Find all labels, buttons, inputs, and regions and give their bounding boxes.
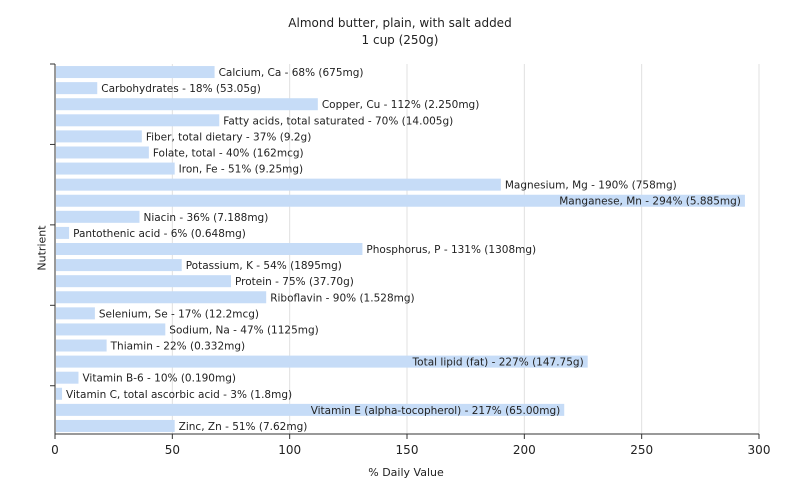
x-tick-label: 300 — [748, 443, 771, 457]
bar — [56, 371, 79, 384]
x-tick-label: 0 — [51, 443, 59, 457]
bar — [56, 387, 63, 400]
bar — [56, 307, 95, 320]
bar — [56, 291, 267, 304]
x-tick-label: 250 — [630, 443, 653, 457]
x-tick-label: 150 — [396, 443, 419, 457]
bar — [56, 194, 745, 207]
bar-label: Protein - 75% (37.70g) — [235, 276, 354, 288]
bar-label: Selenium, Se - 17% (12.2mcg) — [99, 308, 259, 320]
bar-label: Calcium, Ca - 68% (675mg) — [219, 67, 364, 79]
bar — [56, 98, 318, 111]
bar — [56, 130, 142, 143]
bar-label: Niacin - 36% (7.188mg) — [143, 212, 268, 224]
bar — [56, 146, 149, 159]
bar — [56, 275, 231, 288]
bar-label: Sodium, Na - 47% (1125mg) — [169, 324, 318, 336]
bar-label: Carbohydrates - 18% (53.05g) — [101, 83, 261, 95]
bar — [56, 243, 363, 255]
chart-subtitle: 1 cup (250g) — [361, 33, 439, 47]
bar — [56, 403, 565, 416]
bar — [56, 66, 215, 79]
bar-label: Vitamin E (alpha-tocopherol) - 217% (65.… — [311, 405, 561, 417]
bar-label: Thiamin - 22% (0.332mg) — [110, 341, 246, 353]
bar-label: Zinc, Zn - 51% (7.62mg) — [179, 421, 308, 433]
bar — [56, 339, 107, 352]
bar — [56, 355, 588, 368]
bar — [56, 226, 70, 239]
bar — [56, 323, 166, 336]
bar-label: Iron, Fe - 51% (9.25mg) — [179, 164, 303, 176]
bar — [56, 82, 98, 95]
x-tick-label: 100 — [278, 443, 301, 457]
bar-label: Fiber, total dietary - 37% (9.2g) — [146, 131, 311, 143]
bar-label: Potassium, K - 54% (1895mg) — [186, 260, 342, 272]
bar — [56, 178, 501, 191]
bar — [56, 162, 175, 175]
bar-label: Copper, Cu - 112% (2.250mg) — [322, 99, 480, 111]
bar-label: Vitamin C, total ascorbic acid - 3% (1.8… — [66, 389, 292, 401]
bar — [56, 114, 220, 127]
y-axis-label: Nutrient — [35, 225, 49, 271]
x-tick-label: 50 — [165, 443, 180, 457]
x-axis-label: % Daily Value — [368, 466, 444, 479]
bar — [56, 259, 182, 272]
bar-label: Phosphorus, P - 131% (1308mg) — [366, 244, 536, 256]
bar-label: Fatty acids, total saturated - 70% (14.0… — [223, 115, 453, 127]
x-tick-label: 200 — [513, 443, 536, 457]
chart-title: Almond butter, plain, with salt added — [288, 16, 512, 30]
bar-label: Pantothenic acid - 6% (0.648mg) — [73, 228, 246, 240]
bar — [56, 210, 140, 223]
bar-label: Vitamin B-6 - 10% (0.190mg) — [82, 373, 236, 385]
bar-label: Total lipid (fat) - 227% (147.75g) — [412, 357, 584, 369]
bar-label: Manganese, Mn - 294% (5.885mg) — [559, 196, 741, 208]
bar — [56, 419, 175, 432]
bar-label: Magnesium, Mg - 190% (758mg) — [505, 180, 677, 192]
bar-label: Folate, total - 40% (162mcg) — [153, 147, 304, 159]
bar-label: Riboflavin - 90% (1.528mg) — [270, 292, 414, 304]
